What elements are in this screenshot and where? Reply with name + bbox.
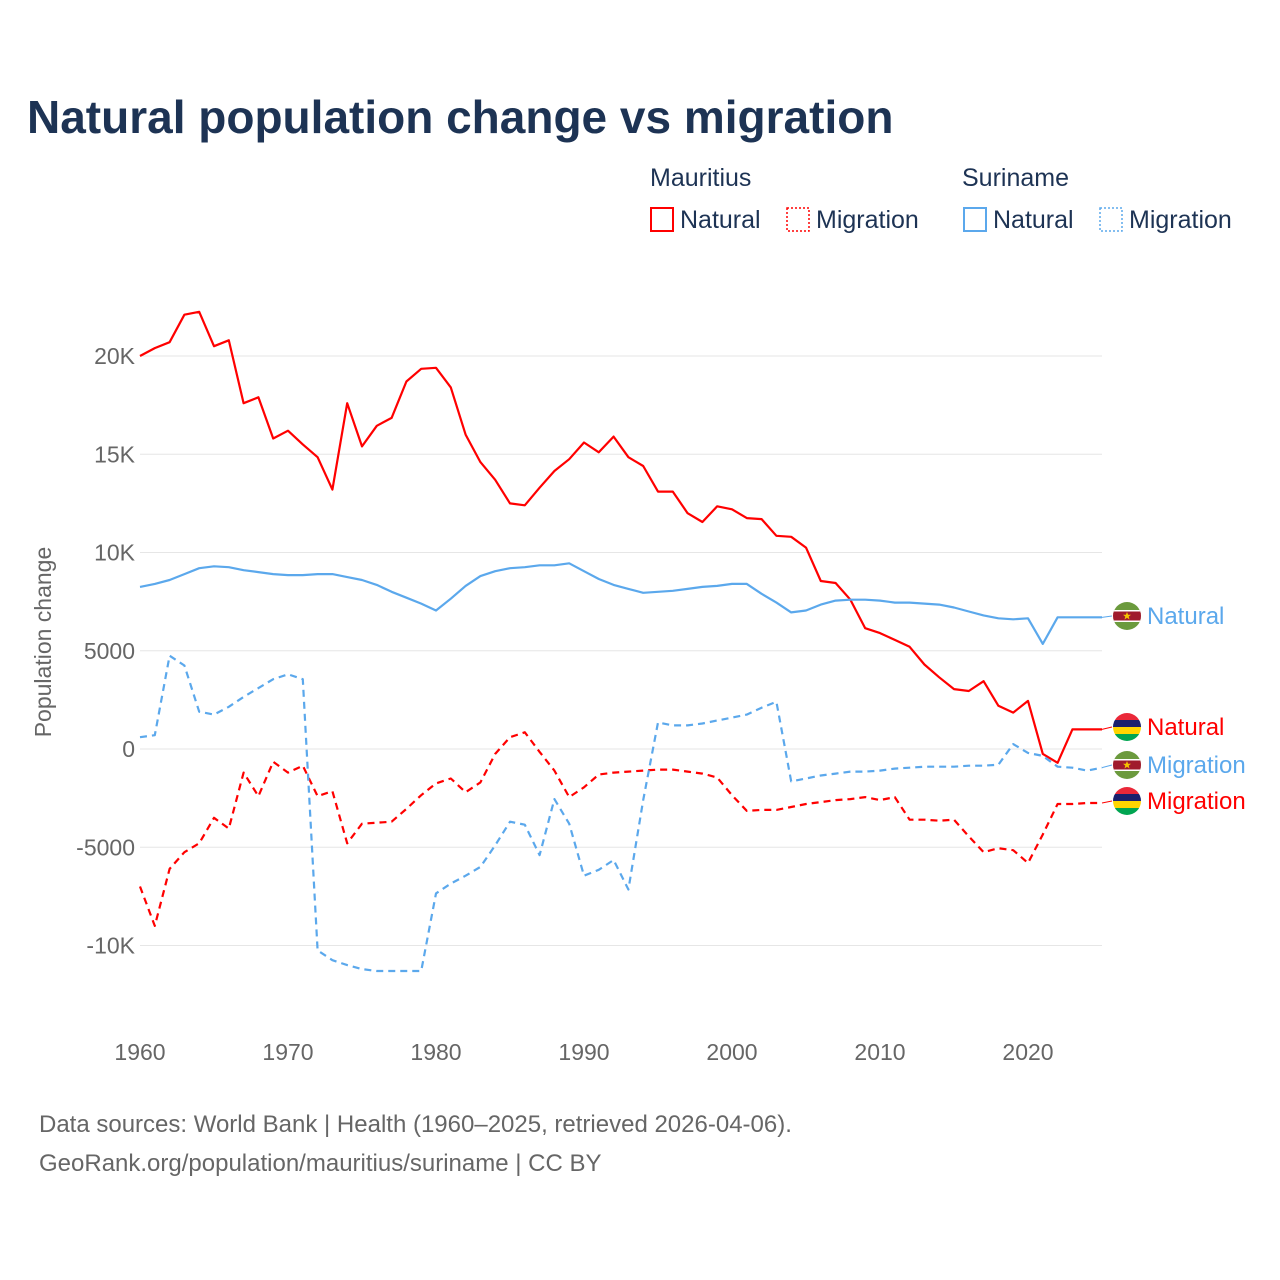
y-tick-label: 10K <box>94 540 136 566</box>
x-tick-label: 1990 <box>558 1039 609 1065</box>
end-label-mauritius-migration: Migration <box>1147 788 1246 815</box>
legend-label-mauritius-natural: Natural <box>680 206 761 234</box>
x-tick-label: 1980 <box>410 1039 461 1065</box>
y-tick-label: -5000 <box>76 834 135 860</box>
series-line-suriname-natural <box>139 562 1102 646</box>
legend: Mauritius Natural Migration Suriname Nat… <box>650 164 1232 234</box>
legend-swatch-suriname-natural <box>963 207 987 232</box>
x-tick-label: 1970 <box>262 1039 313 1065</box>
series-line-mauritius-migration <box>138 731 1102 928</box>
source-line-1: Data sources: World Bank | Health (1960–… <box>39 1111 792 1138</box>
mauritius-flag-icon <box>1113 713 1141 741</box>
legend-label-suriname-natural: Natural <box>993 206 1074 234</box>
legend-group-mauritius: Mauritius <box>650 164 751 192</box>
x-tick-label: 2010 <box>854 1039 905 1065</box>
y-tick-label: -10K <box>86 933 135 959</box>
legend-label-suriname-migration: Migration <box>1129 206 1232 234</box>
end-label-connector <box>1101 764 1113 769</box>
end-label-connector <box>1101 726 1113 730</box>
end-label-mauritius-natural: Natural <box>1147 714 1224 741</box>
y-tick-label: 5000 <box>84 638 135 664</box>
legend-swatch-mauritius-migration <box>786 207 810 232</box>
mauritius-flag-icon <box>1113 787 1141 815</box>
legend-swatch-mauritius-natural <box>650 207 674 232</box>
y-tick-label: 15K <box>94 441 136 467</box>
suriname-flag-icon <box>1113 602 1141 630</box>
suriname-flag-icon <box>1113 751 1141 779</box>
y-axis-label: Population change <box>30 547 56 738</box>
end-label-connector <box>1101 800 1113 804</box>
series-line-mauritius-natural <box>139 310 1102 764</box>
end-label-connector <box>1101 615 1113 618</box>
legend-group-suriname: Suriname <box>962 164 1069 192</box>
end-label-suriname-migration: Migration <box>1147 752 1246 779</box>
x-tick-label: 1960 <box>114 1039 165 1065</box>
source-line-2[interactable]: GeoRank.org/population/mauritius/surinam… <box>39 1150 602 1177</box>
chart-title: Natural population change vs migration <box>27 91 893 143</box>
y-tick-label: 0 <box>122 736 135 762</box>
y-tick-label: 20K <box>94 343 136 369</box>
end-label-suriname-natural: Natural <box>1147 603 1224 630</box>
series-line-suriname-migration <box>139 654 1103 973</box>
legend-swatch-suriname-migration <box>1099 207 1123 232</box>
x-tick-label: 2020 <box>1002 1039 1053 1065</box>
x-tick-label: 2000 <box>706 1039 757 1065</box>
legend-label-mauritius-migration: Migration <box>816 206 919 234</box>
